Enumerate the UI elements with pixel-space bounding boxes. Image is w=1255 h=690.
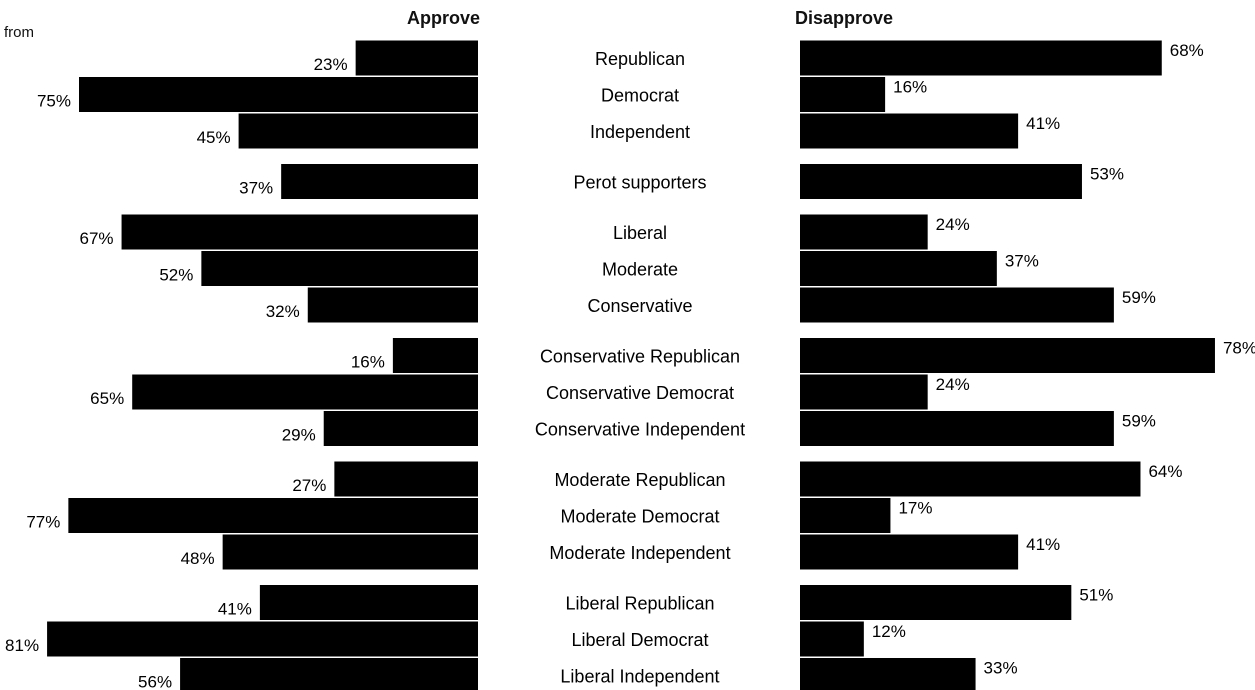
category-label: Moderate Independent <box>549 543 730 563</box>
approve-bar <box>392 338 478 373</box>
disapprove-bar <box>800 287 1114 323</box>
approve-bar <box>47 621 479 657</box>
approve-bar <box>334 461 478 497</box>
disapprove-bar <box>800 621 864 657</box>
approve-value-label: 81% <box>5 636 39 655</box>
approve-value-label: 67% <box>80 229 114 248</box>
category-label: Moderate Democrat <box>560 507 719 527</box>
approve-bar <box>323 411 478 446</box>
disapprove-bar <box>800 338 1215 373</box>
approve-value-label: 48% <box>181 549 215 568</box>
disapprove-value-label: 59% <box>1122 288 1156 307</box>
approve-value-label: 75% <box>37 92 71 111</box>
disapprove-bar <box>800 411 1114 446</box>
category-label: Conservative Republican <box>540 347 740 367</box>
disapprove-value-label: 24% <box>936 375 970 394</box>
disapprove-value-label: 53% <box>1090 165 1124 184</box>
approve-value-label: 41% <box>218 600 252 619</box>
approve-value-label: 37% <box>239 179 273 198</box>
approve-value-label: 77% <box>26 513 60 532</box>
approve-bar <box>238 113 478 149</box>
category-label: Conservative <box>587 296 692 316</box>
approve-value-label: 32% <box>266 302 300 321</box>
disapprove-bar <box>800 374 928 410</box>
disapprove-bar <box>800 585 1072 620</box>
disapprove-bar <box>800 461 1141 497</box>
disapprove-bar <box>800 214 928 250</box>
category-label: Republican <box>595 49 685 69</box>
disapprove-bar <box>800 534 1019 570</box>
category-label: Moderate <box>602 260 678 280</box>
disapprove-bar <box>800 164 1082 199</box>
disapprove-value-label: 78% <box>1223 339 1255 358</box>
category-label: Democrat <box>601 86 679 106</box>
disapprove-bar <box>800 113 1019 149</box>
approve-bar <box>79 77 478 112</box>
approve-bar <box>180 658 478 690</box>
approve-value-label: 16% <box>351 353 385 372</box>
disapprove-value-label: 51% <box>1079 586 1113 605</box>
disapprove-value-label: 37% <box>1005 252 1039 271</box>
corner-note: from <box>4 24 34 41</box>
approve-bar <box>68 498 479 533</box>
disapprove-bar <box>800 658 976 690</box>
approve-value-label: 45% <box>197 128 231 147</box>
approve-value-label: 65% <box>90 389 124 408</box>
disapprove-bar <box>800 498 891 533</box>
disapprove-value-label: 68% <box>1170 41 1204 60</box>
approve-value-label: 23% <box>314 55 348 74</box>
disapprove-value-label: 33% <box>984 659 1018 678</box>
approve-bar <box>307 287 478 323</box>
category-label: Liberal Democrat <box>571 630 708 650</box>
approve-bar <box>259 585 478 620</box>
approve-value-label: 52% <box>159 266 193 285</box>
disapprove-value-label: 12% <box>872 622 906 641</box>
approve-value-label: 27% <box>292 476 326 495</box>
category-label: Liberal Independent <box>560 667 719 687</box>
category-label: Liberal <box>613 223 667 243</box>
disapprove-value-label: 59% <box>1122 412 1156 431</box>
category-label: Conservative Independent <box>535 420 745 440</box>
approve-value-label: 29% <box>282 426 316 445</box>
category-label: Moderate Republican <box>554 470 725 490</box>
approve-bar <box>132 374 478 410</box>
approve-bar <box>355 40 478 76</box>
approve-bar <box>281 164 478 199</box>
disapprove-value-label: 64% <box>1148 462 1182 481</box>
disapprove-bar <box>800 77 886 112</box>
disapprove-value-label: 41% <box>1026 114 1060 133</box>
disapprove-value-label: 17% <box>898 499 932 518</box>
disapprove-header: Disapprove <box>795 8 894 28</box>
category-label: Conservative Democrat <box>546 383 734 403</box>
approve-header: Approve <box>406 8 480 28</box>
disapprove-bar <box>800 251 997 286</box>
disapprove-bar <box>800 40 1162 76</box>
disapprove-value-label: 16% <box>893 78 927 97</box>
approve-bar <box>121 214 478 250</box>
category-label: Liberal Republican <box>565 594 714 614</box>
disapprove-value-label: 24% <box>936 215 970 234</box>
category-label: Independent <box>590 122 690 142</box>
disapprove-value-label: 41% <box>1026 535 1060 554</box>
approve-bar <box>201 251 479 286</box>
approve-value-label: 56% <box>138 673 172 690</box>
category-label: Perot supporters <box>573 173 706 193</box>
approve-bar <box>222 534 478 570</box>
